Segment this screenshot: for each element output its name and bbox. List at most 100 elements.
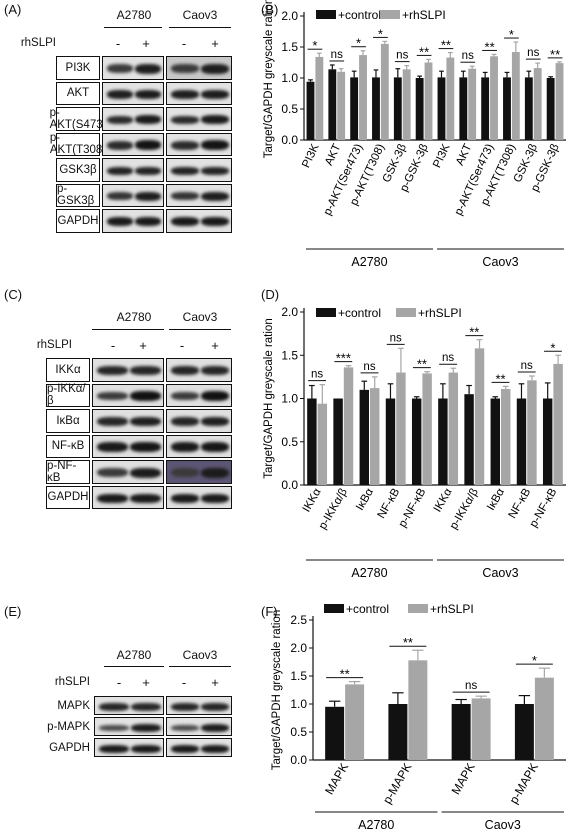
significance-mark: ** [419, 44, 429, 59]
blot-a-sign-2: + [142, 36, 150, 51]
blot-band-box [92, 358, 164, 382]
blot-row-label: p-MAPK [47, 720, 90, 733]
blot-c-cellline-1: A2780 [116, 310, 152, 324]
protein-band [201, 493, 230, 503]
bar-rhslpi [553, 363, 563, 485]
y-tick-label: 0.5 [290, 725, 307, 739]
protein-band [130, 366, 161, 376]
protein-band [170, 89, 199, 99]
legend-label-rhslpi: +rhSLPI [402, 8, 446, 22]
bar-control [359, 389, 369, 485]
blot-c-sign-4: + [211, 338, 219, 353]
x-tick-label: IKKα [432, 486, 455, 514]
protein-band [170, 392, 199, 401]
bar-control [464, 394, 474, 485]
group-label: A2780 [351, 566, 387, 580]
bar-rhslpi [337, 71, 346, 140]
panel-label-a: (A) [4, 2, 22, 17]
bar-rhslpi [422, 373, 432, 485]
bar-rhslpi [424, 62, 433, 140]
blot-c-sign-1: - [110, 338, 116, 353]
protein-band [130, 493, 161, 503]
significance-mark: * [378, 26, 383, 41]
blot-band-box [94, 717, 164, 736]
blot-a-sign-3: - [181, 36, 187, 51]
protein-band [131, 744, 161, 753]
legend-swatch-rhslpi [396, 308, 416, 317]
significance-mark: ** [340, 667, 350, 682]
protein-band [201, 391, 230, 402]
blot-a-divider-1 [104, 27, 162, 28]
blot-c-sign-2: + [139, 338, 147, 353]
protein-band [135, 115, 162, 125]
protein-band [135, 89, 162, 99]
group-label: Caov3 [482, 255, 518, 269]
y-tick-label: 2.0 [290, 641, 307, 655]
protein-band [131, 723, 161, 732]
blot-row-label: GAPDH [46, 485, 90, 509]
blot-band-box [166, 696, 232, 715]
protein-band [201, 166, 230, 175]
bar-control [388, 704, 408, 760]
protein-band [99, 744, 129, 753]
protein-band [97, 417, 128, 427]
bar-rhslpi [396, 372, 406, 485]
significance-mark: ** [469, 325, 479, 340]
y-tick-label: 1.5 [290, 669, 307, 683]
blot-band-box [102, 132, 164, 156]
blot-band-box [92, 485, 164, 509]
bar-rhslpi [448, 372, 459, 485]
bar-rhslpi [501, 388, 511, 485]
protein-band [170, 442, 199, 453]
bar-control [438, 398, 448, 485]
blot-band-box [102, 81, 164, 105]
bar-control [350, 77, 359, 140]
bar-control [328, 69, 337, 140]
bar-control [411, 398, 422, 485]
blot-row-label: PI3K [56, 56, 100, 80]
blot-e-sign-3: - [181, 675, 187, 690]
bar-control [516, 398, 527, 485]
bar-control [437, 77, 446, 140]
group-label: Caov3 [482, 566, 518, 580]
significance-mark: ns [462, 50, 474, 62]
bar-chart-d: 0.0 0.5 1.0 1.5 2.0 Target/GAPDH greyscale ra… [263, 305, 566, 580]
blot-band-box [166, 132, 232, 156]
blot-band-box [166, 209, 232, 233]
protein-band [131, 702, 161, 711]
protein-band [170, 192, 199, 201]
protein-band [170, 366, 199, 376]
protein-band [106, 217, 133, 227]
blot-band-box [166, 738, 232, 757]
blot-band-box [94, 738, 164, 757]
blot-band-box [92, 460, 164, 484]
significance-mark: ** [485, 39, 495, 54]
panel-label-e: (E) [4, 604, 22, 619]
group-label: A2780 [351, 255, 387, 269]
bar-control [542, 398, 553, 485]
protein-band [201, 140, 230, 151]
blot-c-cellline-2: Caov3 [182, 310, 218, 324]
significance-mark: ns [311, 369, 323, 381]
blot-row-label: AKT [56, 81, 100, 105]
blot-band-box [166, 183, 232, 207]
bar-rhslpi [408, 660, 428, 760]
y-tick-label: 1.5 [281, 40, 298, 54]
blot-band-box [166, 717, 232, 736]
significance-mark: ** [495, 371, 505, 386]
bar-control [333, 398, 343, 485]
y-axis-label: Target/GAPDH greyscale ration [263, 318, 275, 478]
significance-mark: * [312, 38, 317, 53]
protein-band [170, 64, 199, 74]
y-tick-label: 1.0 [290, 697, 307, 711]
protein-band [106, 115, 133, 124]
y-tick-label: 2.0 [281, 305, 298, 319]
blot-e-cellline-2: Caov3 [182, 648, 218, 662]
bar-rhslpi [533, 68, 542, 140]
legend-label-control: +control [338, 306, 381, 320]
protein-band [135, 166, 162, 175]
significance-mark: *** [336, 351, 351, 366]
legend-swatch-rhslpi [380, 10, 400, 19]
protein-band [201, 191, 230, 201]
protein-band [201, 89, 230, 99]
